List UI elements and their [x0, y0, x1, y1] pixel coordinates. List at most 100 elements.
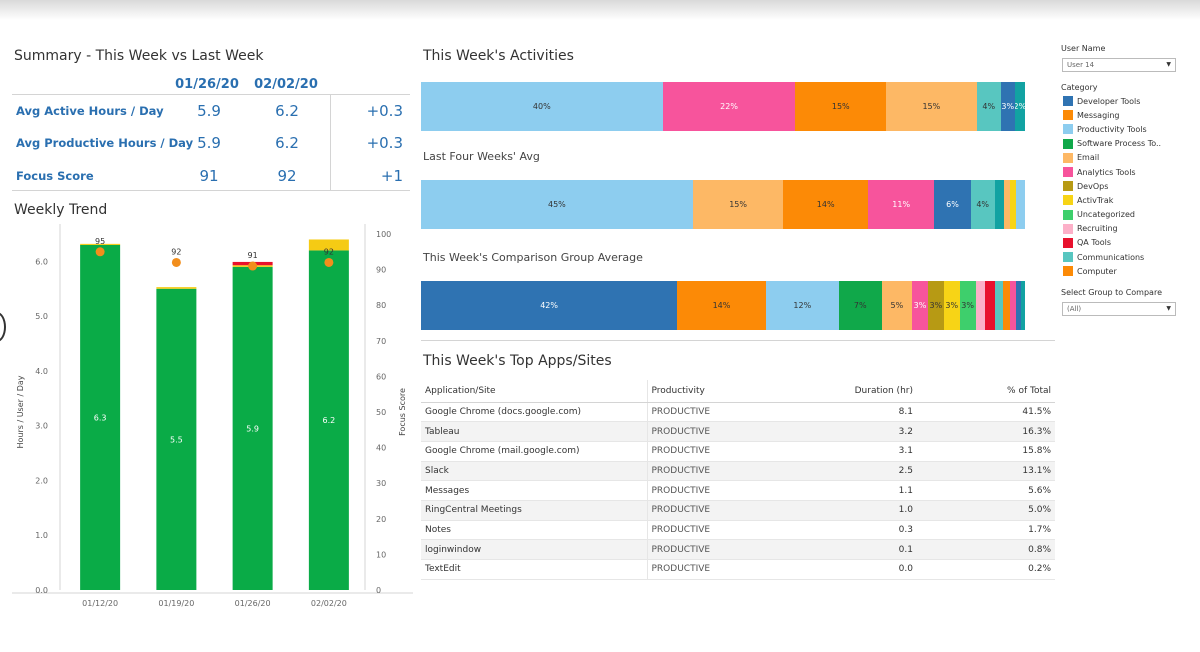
table-row[interactable]: loginwindow PRODUCTIVE 0.1 0.8% [421, 539, 1055, 560]
activity-segment[interactable]: 45% [421, 180, 693, 229]
activity-segment[interactable]: 4% [970, 180, 995, 229]
activity-segment[interactable]: 3% [927, 281, 944, 330]
productivity-cell: PRODUCTIVE [646, 441, 797, 462]
activity-segment[interactable] [995, 281, 1003, 330]
activity-segment[interactable]: 15% [886, 82, 977, 131]
legend-item[interactable]: DevOps [1063, 179, 1183, 193]
group-compare-dropdown[interactable]: (All) ▼ [1062, 302, 1176, 316]
legend-item[interactable]: Analytics Tools [1063, 165, 1183, 179]
activity-segment[interactable]: 12% [765, 281, 839, 330]
activity-segment[interactable] [975, 281, 986, 330]
productivity-cell: PRODUCTIVE [646, 480, 797, 501]
table-row[interactable]: Google Chrome (mail.google.com) PRODUCTIV… [421, 441, 1055, 462]
activity-segment[interactable]: 3% [943, 281, 960, 330]
table-row[interactable]: RingCentral Meetings PRODUCTIVE 1.0 5.0% [421, 500, 1055, 521]
col-header-pct[interactable]: % of Total [917, 380, 1055, 403]
col-header-productivity[interactable]: Productivity [646, 380, 797, 403]
summary-row-v1: 91 [199, 167, 219, 185]
activity-segment[interactable]: 4% [976, 82, 1001, 131]
x-tick-label: 01/12/20 [82, 599, 118, 608]
activity-segment[interactable]: 3% [1000, 82, 1015, 131]
legend-item[interactable]: Messaging [1063, 108, 1183, 122]
table-row[interactable]: Google Chrome (docs.google.com) PRODUCTIV… [421, 402, 1055, 423]
summary-row-label: Focus Score [16, 169, 94, 183]
bar-segment [156, 288, 197, 590]
activity-segment[interactable]: 14% [783, 180, 868, 229]
activity-segment[interactable]: 6% [934, 180, 971, 229]
activity-segment[interactable] [1009, 180, 1016, 229]
group-compare-label: Select Group to Compare [1061, 288, 1162, 297]
activity-segment[interactable] [994, 180, 1004, 229]
activity-segment[interactable]: 22% [662, 82, 796, 131]
bar-segment [308, 250, 349, 590]
activity-segment[interactable] [1016, 281, 1022, 330]
legend-label: Uncategorized [1077, 210, 1135, 220]
activity-segment[interactable]: 3% [912, 281, 928, 330]
activity-segment[interactable]: 15% [795, 82, 887, 131]
activity-segment[interactable]: 7% [838, 281, 882, 330]
legend-swatch [1063, 209, 1073, 220]
focus-score-label: 95 [95, 237, 105, 246]
duration-cell: 2.5 [797, 461, 917, 482]
activity-segment[interactable] [1021, 281, 1025, 330]
legend-item[interactable]: Productivity Tools [1063, 122, 1183, 136]
activity-segment[interactable]: 42% [421, 281, 678, 330]
focus-score-point [171, 257, 181, 267]
y2-tick-label: 20 [376, 515, 386, 524]
legend-label: Computer [1077, 266, 1117, 276]
legend-item[interactable]: QA Tools [1063, 236, 1183, 250]
bar-segment [308, 239, 349, 251]
user-name-value: User 14 [1067, 61, 1095, 69]
legend-item[interactable]: Software Process To.. [1063, 137, 1183, 151]
activity-segment[interactable]: 11% [867, 180, 935, 229]
activity-segment[interactable] [1010, 281, 1017, 330]
duration-cell: 0.1 [797, 539, 917, 560]
table-row[interactable]: Notes PRODUCTIVE 0.3 1.7% [421, 520, 1055, 541]
y2-tick-label: 90 [376, 266, 386, 275]
legend-item[interactable]: Email [1063, 151, 1183, 165]
app-cell: Messages [421, 480, 647, 501]
duration-cell: 8.1 [797, 402, 917, 423]
activity-segment[interactable]: 5% [881, 281, 913, 330]
summary-row-v1: 5.9 [197, 134, 221, 152]
activity-segment[interactable]: 40% [421, 82, 663, 131]
chevron-down-icon: ▼ [1166, 305, 1171, 312]
y2-tick-label: 60 [376, 372, 386, 381]
activity-segment[interactable] [1015, 180, 1025, 229]
legend-item[interactable]: Developer Tools [1063, 94, 1183, 108]
y-tick-label: 3.0 [35, 422, 48, 431]
y2-axis-title: Focus Score [398, 388, 407, 436]
legend-item[interactable]: ActivTrak [1063, 193, 1183, 207]
productivity-cell: PRODUCTIVE [646, 402, 797, 423]
app-cell: Notes [421, 520, 647, 541]
user-name-dropdown[interactable]: User 14 ▼ [1062, 58, 1176, 72]
focus-score-point [95, 247, 105, 257]
legend-swatch [1063, 96, 1073, 107]
table-row[interactable]: TextEdit PRODUCTIVE 0.0 0.2% [421, 559, 1055, 580]
activity-segment[interactable]: 3% [959, 281, 976, 330]
activity-segment[interactable]: 14% [677, 281, 766, 330]
activity-segment[interactable] [1003, 180, 1010, 229]
left-nav-circle[interactable] [0, 312, 6, 342]
legend-swatch [1063, 167, 1073, 178]
activity-segment[interactable]: 15% [692, 180, 784, 229]
legend-item[interactable]: Computer [1063, 264, 1183, 278]
table-row[interactable]: Slack PRODUCTIVE 2.5 13.1% [421, 461, 1055, 482]
weekly-trend-title: Weekly Trend [14, 202, 108, 218]
activity-bar-last-four-weeks: 45% 15% 14% 11% 6% 4% [421, 180, 1025, 229]
legend-item[interactable]: Uncategorized [1063, 208, 1183, 222]
col-header-duration[interactable]: Duration (hr) [797, 380, 917, 403]
table-row[interactable]: Messages PRODUCTIVE 1.1 5.6% [421, 480, 1055, 501]
activity-segment[interactable] [1002, 281, 1011, 330]
table-row[interactable]: Tableau PRODUCTIVE 3.2 16.3% [421, 421, 1055, 442]
legend-label: Developer Tools [1077, 96, 1141, 106]
activity-segment[interactable]: 2% [1014, 82, 1025, 131]
summary-row-v2: 6.2 [275, 102, 299, 120]
pct-cell: 15.8% [917, 441, 1055, 462]
app-cell: RingCentral Meetings [421, 500, 647, 521]
legend-item[interactable]: Recruiting [1063, 222, 1183, 236]
activities-divider [421, 340, 1055, 341]
legend-item[interactable]: Communications [1063, 250, 1183, 264]
activity-segment[interactable] [985, 281, 996, 330]
col-header-app[interactable]: Application/Site [421, 380, 647, 403]
